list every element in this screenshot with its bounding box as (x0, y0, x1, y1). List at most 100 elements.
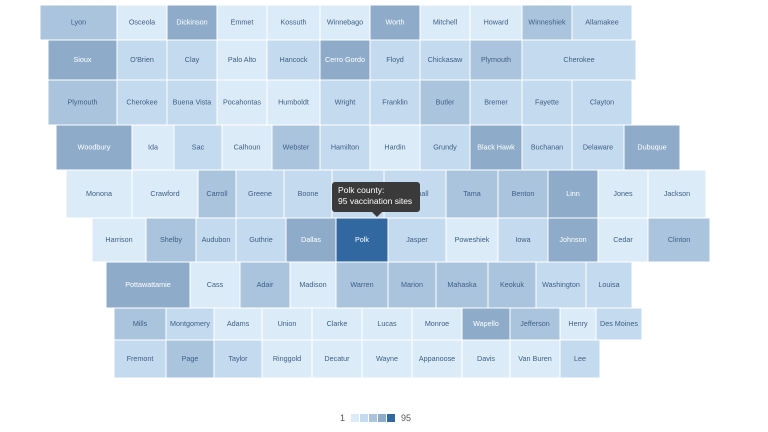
county-johnson[interactable] (547, 217, 599, 263)
county-wright[interactable] (319, 79, 371, 126)
county-clay[interactable] (166, 39, 218, 81)
county-marion[interactable] (387, 261, 437, 309)
county-clinton[interactable] (647, 217, 711, 263)
county-cherokee[interactable] (521, 39, 637, 81)
tooltip-value: 95 vaccination sites (338, 196, 413, 206)
county-polk[interactable] (335, 217, 389, 263)
county-cass[interactable] (189, 261, 241, 309)
county-hardin[interactable] (369, 124, 421, 171)
county-benton[interactable] (497, 169, 549, 219)
county-henry[interactable] (559, 307, 597, 341)
county-audubon[interactable] (195, 217, 237, 263)
county-winnebago[interactable] (319, 4, 371, 41)
county-dickinson[interactable] (166, 4, 218, 41)
county-bremer[interactable] (469, 79, 523, 126)
county-jefferson[interactable] (509, 307, 561, 341)
county-monroe[interactable] (411, 307, 463, 341)
county-mitchell[interactable] (419, 4, 471, 41)
county-emmet[interactable] (216, 4, 268, 41)
county-o-brien[interactable] (116, 39, 168, 81)
legend-swatches (351, 414, 396, 422)
county-madison[interactable] (289, 261, 337, 309)
county-harrison[interactable] (91, 217, 147, 263)
county-wapello[interactable] (461, 307, 511, 341)
county-dubuque[interactable] (623, 124, 681, 171)
county-hancock[interactable] (266, 39, 321, 81)
county-humboldt[interactable] (266, 79, 321, 126)
county-boone[interactable] (283, 169, 333, 219)
county-greene[interactable] (235, 169, 285, 219)
county-jackson[interactable] (647, 169, 707, 219)
county-decatur[interactable] (311, 339, 363, 379)
county-palo-alto[interactable] (216, 39, 268, 81)
county-clarke[interactable] (311, 307, 363, 341)
county-crawford[interactable] (131, 169, 199, 219)
county-guthrie[interactable] (235, 217, 287, 263)
county-iowa[interactable] (497, 217, 549, 263)
county-davis[interactable] (461, 339, 511, 379)
county-winneshiek[interactable] (521, 4, 573, 41)
county-lucas[interactable] (361, 307, 413, 341)
county-ida[interactable] (131, 124, 175, 171)
county-linn[interactable] (547, 169, 599, 219)
county-fremont[interactable] (113, 339, 167, 379)
county-delaware[interactable] (571, 124, 625, 171)
county-dallas[interactable] (285, 217, 337, 263)
county-kossuth[interactable] (266, 4, 321, 41)
county-woodbury[interactable] (55, 124, 133, 171)
county-cherokee[interactable] (116, 79, 168, 126)
county-union[interactable] (261, 307, 313, 341)
county-webster[interactable] (271, 124, 321, 171)
county-plymouth[interactable] (47, 79, 118, 126)
county-pocahontas[interactable] (216, 79, 268, 126)
county-van-buren[interactable] (509, 339, 561, 379)
county-plymouth[interactable] (469, 39, 523, 81)
county-washington[interactable] (535, 261, 587, 309)
county-mills[interactable] (113, 307, 167, 341)
county-sac[interactable] (173, 124, 223, 171)
county-cedar[interactable] (597, 217, 649, 263)
county-buchanan[interactable] (521, 124, 573, 171)
county-montgomery[interactable] (165, 307, 215, 341)
county-lyon[interactable] (39, 4, 118, 41)
county-adair[interactable] (239, 261, 291, 309)
county-floyd[interactable] (369, 39, 421, 81)
county-grundy[interactable] (419, 124, 471, 171)
county-shelby[interactable] (145, 217, 197, 263)
county-louisa[interactable] (585, 261, 633, 309)
county-franklin[interactable] (369, 79, 421, 126)
county-butler[interactable] (419, 79, 471, 126)
county-mahaska[interactable] (435, 261, 489, 309)
county-warren[interactable] (335, 261, 389, 309)
county-hamilton[interactable] (319, 124, 371, 171)
county-clayton[interactable] (571, 79, 633, 126)
county-appanoose[interactable] (411, 339, 463, 379)
county-tama[interactable] (445, 169, 499, 219)
county-buena-vista[interactable] (166, 79, 218, 126)
county-calhoun[interactable] (221, 124, 273, 171)
county-ringgold[interactable] (261, 339, 313, 379)
county-poweshiek[interactable] (445, 217, 499, 263)
county-cerro-gordo[interactable] (319, 39, 371, 81)
county-black-hawk[interactable] (469, 124, 523, 171)
county-adams[interactable] (213, 307, 263, 341)
county-sioux[interactable] (47, 39, 118, 81)
county-jasper[interactable] (387, 217, 447, 263)
county-taylor[interactable] (213, 339, 263, 379)
county-wayne[interactable] (361, 339, 413, 379)
county-pottawattamie[interactable] (105, 261, 191, 309)
county-monona[interactable] (65, 169, 133, 219)
county-osceola[interactable] (116, 4, 168, 41)
county-worth[interactable] (369, 4, 421, 41)
legend-swatch (387, 414, 396, 422)
county-jones[interactable] (597, 169, 649, 219)
county-chickasaw[interactable] (419, 39, 471, 81)
county-lee[interactable] (559, 339, 601, 379)
county-fayette[interactable] (521, 79, 573, 126)
county-des-moines[interactable] (595, 307, 643, 341)
county-carroll[interactable] (197, 169, 237, 219)
county-page[interactable] (165, 339, 215, 379)
county-keokuk[interactable] (487, 261, 537, 309)
county-allamakee[interactable] (571, 4, 633, 41)
county-howard[interactable] (469, 4, 523, 41)
